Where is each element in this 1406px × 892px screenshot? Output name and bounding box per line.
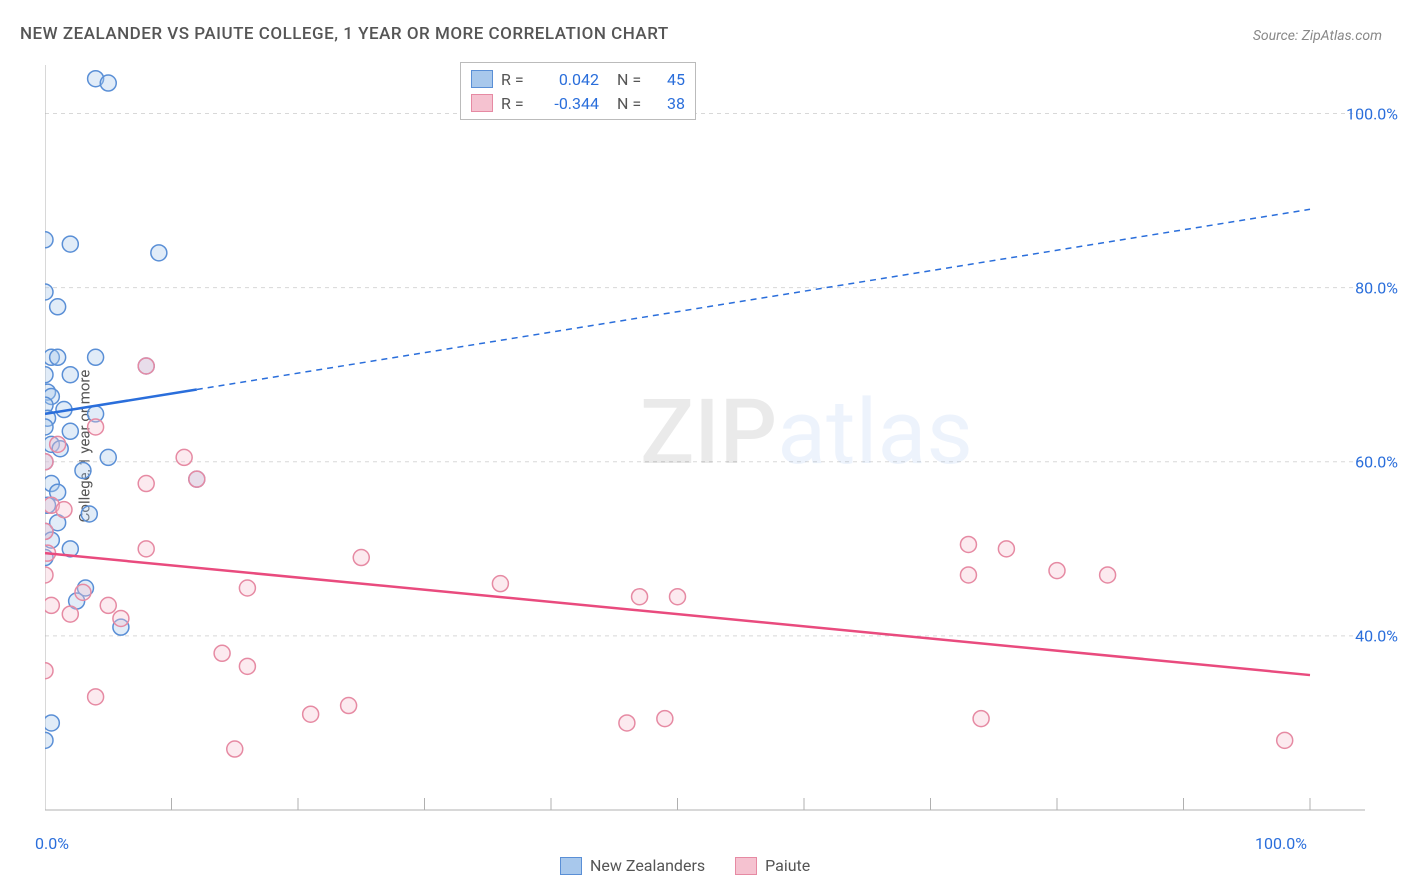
data-point	[353, 550, 369, 566]
data-point	[138, 358, 154, 374]
legend-row: R = 0.042 N = 45	[471, 67, 685, 91]
data-point	[62, 606, 78, 622]
n-label: N =	[617, 70, 647, 89]
r-value: -0.344	[539, 94, 599, 113]
data-point	[303, 706, 319, 722]
data-point	[50, 299, 66, 315]
data-point	[341, 698, 357, 714]
data-point	[45, 663, 53, 679]
chart-title: NEW ZEALANDER VS PAIUTE COLLEGE, 1 YEAR …	[20, 24, 669, 44]
data-point	[45, 597, 59, 613]
data-point	[960, 536, 976, 552]
data-point	[100, 75, 116, 91]
data-point	[75, 584, 91, 600]
data-point	[50, 349, 66, 365]
data-point	[56, 502, 72, 518]
data-point	[176, 449, 192, 465]
data-point	[189, 471, 205, 487]
data-point	[227, 741, 243, 757]
correlation-legend: R = 0.042 N = 45 R = -0.344 N = 38	[460, 62, 696, 120]
data-point	[81, 506, 97, 522]
series-legend: New Zealanders Paiute	[560, 856, 810, 875]
data-point	[45, 454, 53, 470]
data-point	[657, 711, 673, 727]
data-point	[75, 462, 91, 478]
r-value: 0.042	[539, 70, 599, 89]
source-label: Source: ZipAtlas.com	[1253, 28, 1382, 44]
data-point	[214, 645, 230, 661]
legend-label: New Zealanders	[590, 856, 705, 875]
data-point	[138, 476, 154, 492]
chart-container: NEW ZEALANDER VS PAIUTE COLLEGE, 1 YEAR …	[0, 0, 1406, 892]
data-point	[62, 423, 78, 439]
data-point	[670, 589, 686, 605]
data-point	[100, 597, 116, 613]
data-point	[1049, 563, 1065, 579]
data-point	[619, 715, 635, 731]
scatter-plot	[45, 60, 1375, 830]
legend-label: Paiute	[765, 856, 810, 875]
data-point	[45, 232, 53, 248]
data-point	[239, 658, 255, 674]
data-point	[62, 236, 78, 252]
legend-swatch	[735, 857, 757, 875]
data-point	[492, 576, 508, 592]
data-point	[45, 715, 59, 731]
x-tick-label: 0.0%	[35, 834, 69, 853]
legend-swatch	[560, 857, 582, 875]
data-point	[45, 367, 53, 383]
y-tick-label: 40.0%	[1355, 626, 1398, 645]
data-point	[88, 349, 104, 365]
data-point	[138, 541, 154, 557]
data-point	[88, 689, 104, 705]
data-point	[113, 610, 129, 626]
legend-item: Paiute	[735, 856, 810, 875]
n-value: 38	[655, 94, 685, 113]
x-tick-label: 100.0%	[1255, 834, 1307, 853]
data-point	[45, 284, 53, 300]
data-point	[973, 711, 989, 727]
y-tick-label: 80.0%	[1355, 278, 1398, 297]
data-point	[50, 436, 66, 452]
legend-swatch	[471, 70, 493, 88]
data-point	[1277, 732, 1293, 748]
r-label: R =	[501, 94, 531, 113]
data-point	[151, 245, 167, 261]
data-point	[100, 449, 116, 465]
r-label: R =	[501, 70, 531, 89]
legend-item: New Zealanders	[560, 856, 705, 875]
data-point	[239, 580, 255, 596]
data-point	[1100, 567, 1116, 583]
trend-line	[45, 553, 1310, 675]
legend-row: R = -0.344 N = 38	[471, 91, 685, 115]
y-tick-label: 100.0%	[1346, 104, 1398, 123]
data-point	[632, 589, 648, 605]
n-label: N =	[617, 94, 647, 113]
n-value: 45	[655, 70, 685, 89]
data-point	[960, 567, 976, 583]
trend-line-extrapolated	[197, 209, 1310, 389]
data-point	[62, 367, 78, 383]
data-point	[88, 419, 104, 435]
data-point	[45, 732, 53, 748]
data-point	[998, 541, 1014, 557]
y-tick-label: 60.0%	[1355, 452, 1398, 471]
data-point	[45, 567, 53, 583]
legend-swatch	[471, 94, 493, 112]
